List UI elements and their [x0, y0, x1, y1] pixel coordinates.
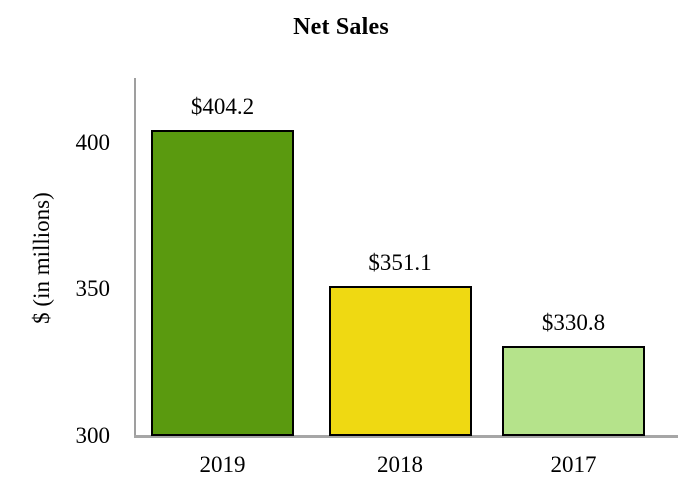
bar-value-label: $404.2 [190, 94, 255, 120]
y-axis-line [134, 78, 136, 438]
bar-value-label: $330.8 [541, 309, 606, 335]
category-label: 2019 [199, 452, 246, 477]
y-axis-label: $ (in millions) [29, 192, 54, 324]
bar-2019 [151, 130, 294, 436]
bar-value-label: $351.1 [368, 250, 432, 276]
bar-2018 [328, 286, 472, 436]
chart-title: Net Sales [293, 14, 389, 40]
category-label: 2017 [550, 452, 597, 477]
x-axis-baseline [134, 435, 678, 438]
bar-2017 [502, 345, 645, 436]
y-tick-label: 400 [75, 129, 111, 155]
category-label: 2018 [377, 452, 423, 477]
y-tick-label: 300 [75, 423, 111, 448]
y-tick-label: 350 [75, 276, 111, 302]
